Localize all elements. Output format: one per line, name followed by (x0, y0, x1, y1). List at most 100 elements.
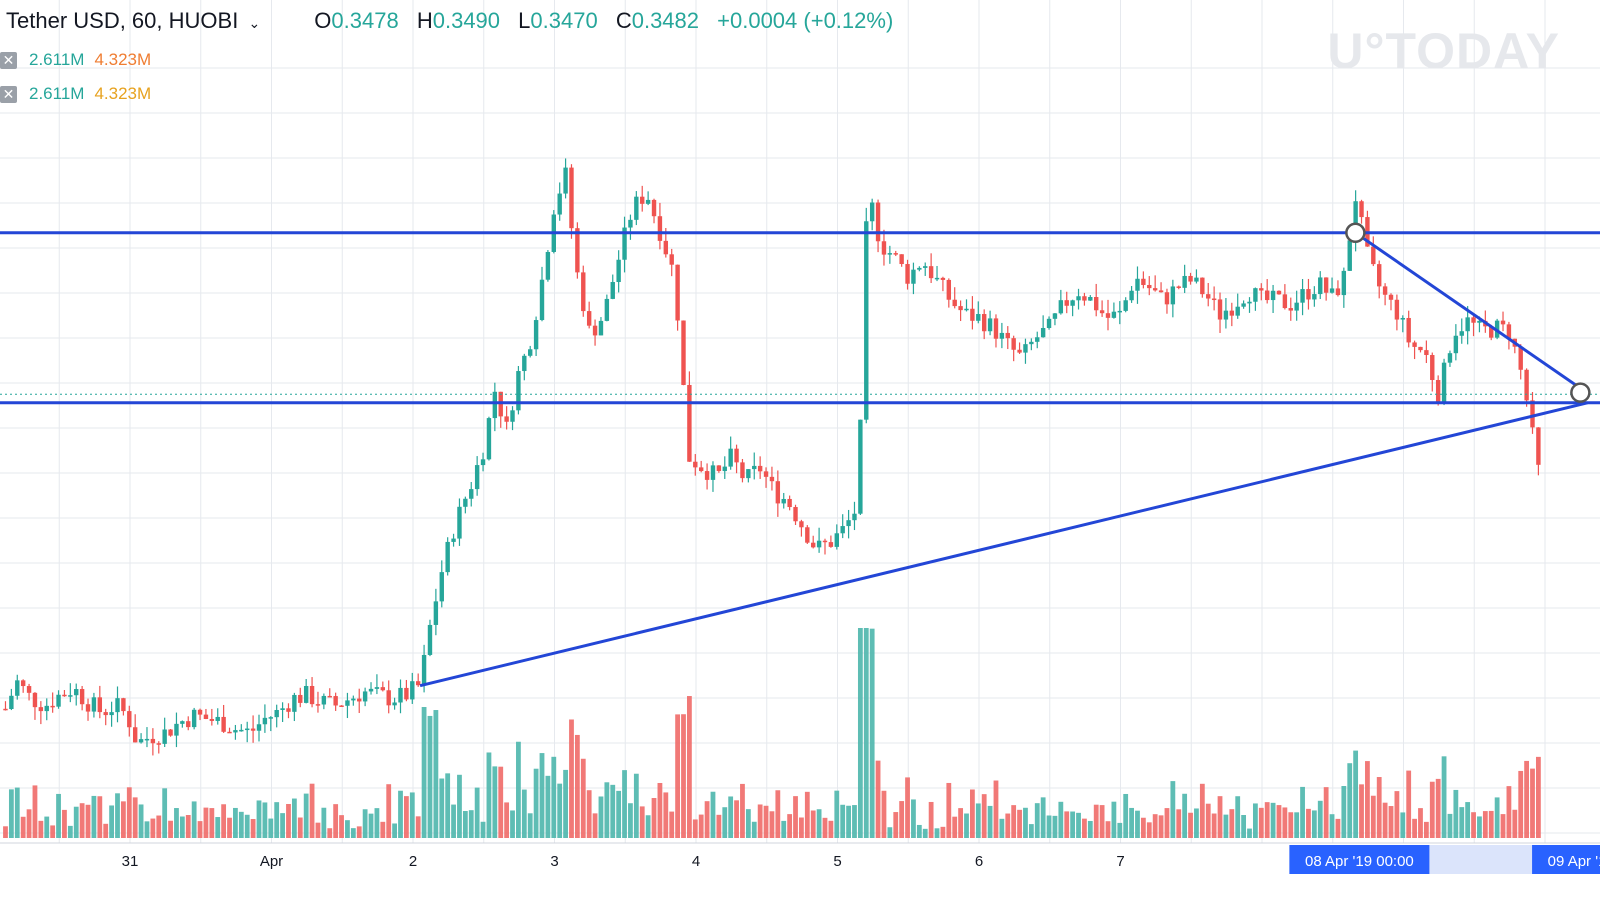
trendline-drawings[interactable] (0, 222, 1600, 688)
volume-bar (1471, 812, 1476, 838)
volume-bar (1488, 810, 1494, 838)
volume-bar (510, 810, 515, 838)
candle-body (1312, 294, 1317, 300)
volume-bar (657, 782, 663, 838)
volume-bar (1376, 777, 1382, 838)
high-value: 0.3490 (432, 8, 501, 33)
candle-body (292, 694, 297, 712)
x-tick-label: 31 (122, 853, 139, 870)
candle-body (628, 219, 633, 228)
candle-body (1406, 317, 1411, 343)
candle-body (940, 277, 946, 280)
candle-body (663, 240, 669, 255)
candle-body (799, 521, 804, 528)
volume-bar (1040, 797, 1046, 838)
volume-bar (327, 828, 333, 838)
volume-bar (1306, 808, 1311, 838)
volume-bar (462, 811, 468, 838)
candle-body (168, 729, 173, 736)
candle-body (357, 698, 362, 702)
volume-bar (1347, 763, 1353, 838)
candle-body (634, 196, 639, 220)
volume-bar (197, 821, 203, 838)
candle-body (1276, 290, 1282, 295)
volume-bar (8, 789, 14, 838)
volume-bar (1164, 808, 1170, 838)
candle-body (834, 533, 839, 547)
candle-body (917, 267, 922, 270)
volume-bar (1382, 802, 1388, 838)
candle-body (1347, 240, 1352, 271)
candle-body (1441, 362, 1447, 404)
volume-bar (126, 787, 132, 838)
volume-bar (1465, 802, 1471, 838)
candle-body (869, 202, 875, 222)
candle-body (1477, 320, 1482, 323)
volume-bar (834, 790, 840, 838)
candle-body (469, 489, 474, 499)
volume-bar (97, 796, 103, 838)
volume-bar (563, 769, 568, 838)
volume-bar (521, 789, 527, 838)
volume-bar (840, 804, 846, 838)
volume-bars (3, 628, 1541, 838)
candle-body (186, 721, 191, 728)
candle-body (9, 695, 14, 709)
candle-body (698, 467, 704, 472)
volume-bar (1170, 781, 1176, 838)
candle-body (757, 465, 763, 472)
candle-body (622, 227, 627, 260)
candle-body (1194, 277, 1199, 282)
candle-body (1264, 290, 1270, 301)
candle-body (763, 471, 769, 477)
volume-bar (1011, 805, 1017, 838)
volume-bar (144, 821, 150, 838)
volume-bar (1341, 786, 1347, 838)
volume-bar (504, 802, 510, 838)
candle-body (1359, 201, 1364, 218)
volume-bar (863, 628, 869, 838)
volume-bar (262, 802, 268, 838)
volume-bar (356, 826, 362, 838)
volume-bar (769, 811, 775, 838)
symbol-title[interactable]: Tether USD, 60, HUOBI (6, 8, 239, 33)
chevron-down-icon[interactable]: ⌄ (248, 15, 261, 31)
candle-body (1123, 300, 1128, 311)
volume-bar (14, 787, 20, 838)
close-icon[interactable]: ✕ (0, 85, 17, 103)
volume-bar (728, 796, 734, 838)
candle-body (1040, 327, 1046, 338)
volume-bar (1111, 801, 1117, 838)
candle-body (421, 654, 427, 686)
candle-body (398, 687, 403, 703)
candle-body (457, 506, 462, 539)
change-value: +0.0004 (+0.12%) (717, 8, 894, 33)
volume-bar (1211, 813, 1217, 838)
candle-body (1176, 286, 1181, 288)
candle-body (262, 717, 268, 725)
candle-body (887, 253, 893, 255)
volume-bar (362, 809, 368, 838)
volume-bar (1117, 822, 1123, 838)
close-icon[interactable]: ✕ (0, 51, 17, 69)
candle-body (752, 465, 757, 470)
candle-body (793, 507, 798, 522)
candle-body (1105, 313, 1111, 318)
candle-body (1211, 298, 1217, 301)
volume-bar (527, 813, 533, 838)
candle-body (1536, 427, 1541, 465)
symbol-legend: Tether USD, 60, HUOBI ⌄ O0.3478 H0.3490 … (6, 8, 893, 34)
candle-body (91, 697, 97, 712)
volume-bar (1146, 822, 1152, 838)
volume-bar (185, 815, 191, 838)
volume-bar (398, 790, 403, 838)
volume-bar (274, 802, 280, 838)
candle-body (1335, 288, 1341, 296)
candle-body (480, 459, 486, 466)
volume-bar (67, 825, 73, 838)
x-axis-badge (1532, 845, 1600, 874)
candle-body (333, 696, 338, 706)
volume-bar (1247, 828, 1252, 838)
candle-body (303, 685, 309, 703)
